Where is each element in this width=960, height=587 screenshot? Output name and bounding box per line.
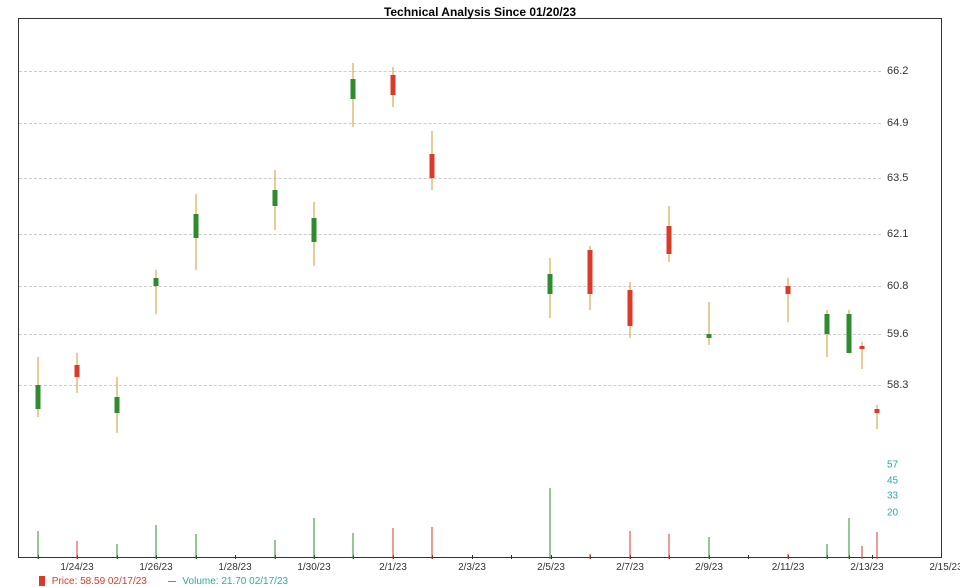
gridline bbox=[19, 123, 881, 124]
candle-wick bbox=[788, 278, 789, 322]
x-axis-date-label: 2/1/23 bbox=[379, 562, 407, 573]
volume-bar bbox=[877, 532, 878, 559]
x-axis-date-label: 2/9/23 bbox=[695, 562, 723, 573]
legend: Price: 58.59 02/17/23 Volume: 21.70 02/1… bbox=[39, 576, 306, 587]
candle-body bbox=[391, 75, 396, 95]
y-axis-price-label: 60.8 bbox=[887, 280, 937, 292]
candle-body bbox=[351, 79, 356, 99]
volume-bar bbox=[156, 525, 157, 559]
volume-bar bbox=[353, 533, 354, 559]
chart-title: Technical Analysis Since 01/20/23 bbox=[19, 5, 941, 19]
x-axis-date-label: 1/30/23 bbox=[297, 562, 330, 573]
volume-bar bbox=[275, 540, 276, 559]
x-axis-date-label: 2/7/23 bbox=[616, 562, 644, 573]
candle-body bbox=[548, 274, 553, 294]
price-legend-marker-icon bbox=[39, 576, 45, 586]
volume-bar bbox=[432, 527, 433, 559]
volume-bar bbox=[630, 531, 631, 559]
y-axis-volume-label: 45 bbox=[887, 475, 933, 486]
candle-body bbox=[847, 314, 852, 354]
candle-body bbox=[825, 314, 830, 334]
y-axis-price-label: 64.9 bbox=[887, 117, 937, 129]
legend-volume: Volume: 21.70 02/17/23 bbox=[168, 576, 288, 587]
candle-body bbox=[875, 409, 880, 413]
candle-body bbox=[430, 154, 435, 178]
y-axis-price-label: 62.1 bbox=[887, 228, 937, 240]
candle-wick bbox=[156, 270, 157, 314]
candle-body bbox=[588, 250, 593, 294]
legend-price: Price: 58.59 02/17/23 bbox=[39, 576, 147, 587]
candle-body bbox=[786, 286, 791, 294]
volume-bar bbox=[827, 544, 828, 559]
volume-bar bbox=[788, 554, 789, 559]
volume-bar bbox=[196, 534, 197, 559]
volume-legend-marker-icon bbox=[168, 581, 176, 582]
x-tick bbox=[748, 555, 749, 559]
candle-body bbox=[860, 346, 865, 350]
x-axis-date-label: 1/26/23 bbox=[139, 562, 172, 573]
volume-bar bbox=[550, 488, 551, 559]
x-tick bbox=[551, 555, 552, 559]
y-axis-volume-label: 57 bbox=[887, 460, 933, 471]
x-axis-date-label: 1/24/23 bbox=[60, 562, 93, 573]
chart-container: Technical Analysis Since 01/20/23 66.264… bbox=[18, 18, 942, 558]
x-axis-date-label: 2/11/23 bbox=[772, 562, 805, 573]
gridline bbox=[19, 286, 881, 287]
x-axis-date-label: 1/28/23 bbox=[218, 562, 251, 573]
volume-bar bbox=[38, 531, 39, 559]
gridline bbox=[19, 178, 881, 179]
plot-area: 66.264.963.562.160.859.658.3574533201/24… bbox=[19, 19, 881, 559]
volume-bar bbox=[849, 518, 850, 559]
volume-bar bbox=[669, 534, 670, 559]
gridline bbox=[19, 234, 881, 235]
y-axis-volume-label: 20 bbox=[887, 508, 933, 519]
legend-price-label: Price: 58.59 02/17/23 bbox=[52, 576, 147, 587]
candle-body bbox=[36, 385, 41, 409]
x-axis-date-label: 2/13/23 bbox=[850, 562, 883, 573]
y-axis-price-label: 59.6 bbox=[887, 328, 937, 340]
legend-volume-label: Volume: 21.70 02/17/23 bbox=[182, 576, 288, 587]
volume-bar bbox=[77, 541, 78, 559]
y-axis-volume-label: 33 bbox=[887, 491, 933, 502]
volume-bar bbox=[709, 537, 710, 559]
volume-bar bbox=[393, 528, 394, 559]
candle-wick bbox=[709, 302, 710, 346]
volume-bar bbox=[117, 544, 118, 559]
candle-body bbox=[273, 190, 278, 206]
gridline bbox=[19, 385, 881, 386]
y-axis-price-label: 63.5 bbox=[887, 172, 937, 184]
x-tick bbox=[235, 555, 236, 559]
x-axis-date-label: 2/5/23 bbox=[537, 562, 565, 573]
x-axis-date-label: 2/3/23 bbox=[458, 562, 486, 573]
candle-body bbox=[312, 218, 317, 242]
candle-body bbox=[75, 365, 80, 377]
candle-body bbox=[628, 290, 633, 326]
volume-bar bbox=[590, 554, 591, 559]
gridline bbox=[19, 71, 881, 72]
x-tick bbox=[511, 555, 512, 559]
candle-body bbox=[194, 214, 199, 238]
x-tick bbox=[472, 555, 473, 559]
candle-body bbox=[707, 334, 712, 338]
candle-body bbox=[154, 278, 159, 286]
candle-body bbox=[115, 397, 120, 413]
y-axis-price-label: 58.3 bbox=[887, 379, 937, 391]
volume-bar bbox=[862, 546, 863, 559]
gridline bbox=[19, 334, 881, 335]
candle-body bbox=[667, 226, 672, 254]
volume-bar bbox=[314, 518, 315, 559]
y-axis-price-label: 66.2 bbox=[887, 65, 937, 77]
x-axis-date-label: 2/15/23 bbox=[929, 562, 960, 573]
x-tick bbox=[872, 555, 873, 559]
